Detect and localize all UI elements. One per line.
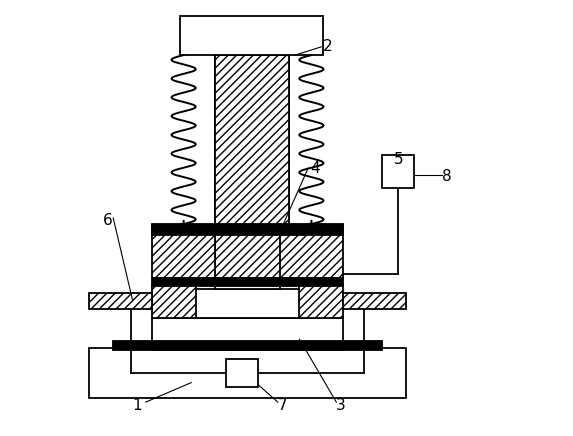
- Bar: [215, 272, 280, 290]
- Bar: [152, 225, 343, 235]
- Bar: [215, 55, 289, 278]
- Bar: [343, 293, 406, 309]
- Text: 5: 5: [394, 152, 404, 167]
- Bar: [189, 290, 306, 318]
- Text: 3: 3: [336, 398, 346, 412]
- Text: 8: 8: [442, 169, 452, 184]
- Text: 2: 2: [323, 39, 332, 54]
- Bar: [180, 16, 323, 55]
- Text: 1: 1: [132, 398, 142, 412]
- Bar: [152, 285, 195, 318]
- Bar: [280, 226, 343, 278]
- Bar: [152, 226, 215, 278]
- Bar: [382, 155, 414, 187]
- Text: 6: 6: [103, 213, 113, 228]
- Bar: [89, 293, 152, 309]
- Text: 4: 4: [310, 161, 320, 176]
- Bar: [226, 359, 258, 387]
- Bar: [152, 278, 343, 286]
- Bar: [300, 285, 343, 318]
- Bar: [113, 341, 382, 350]
- Text: 7: 7: [277, 398, 287, 412]
- Bar: [152, 318, 343, 350]
- Bar: [89, 348, 406, 398]
